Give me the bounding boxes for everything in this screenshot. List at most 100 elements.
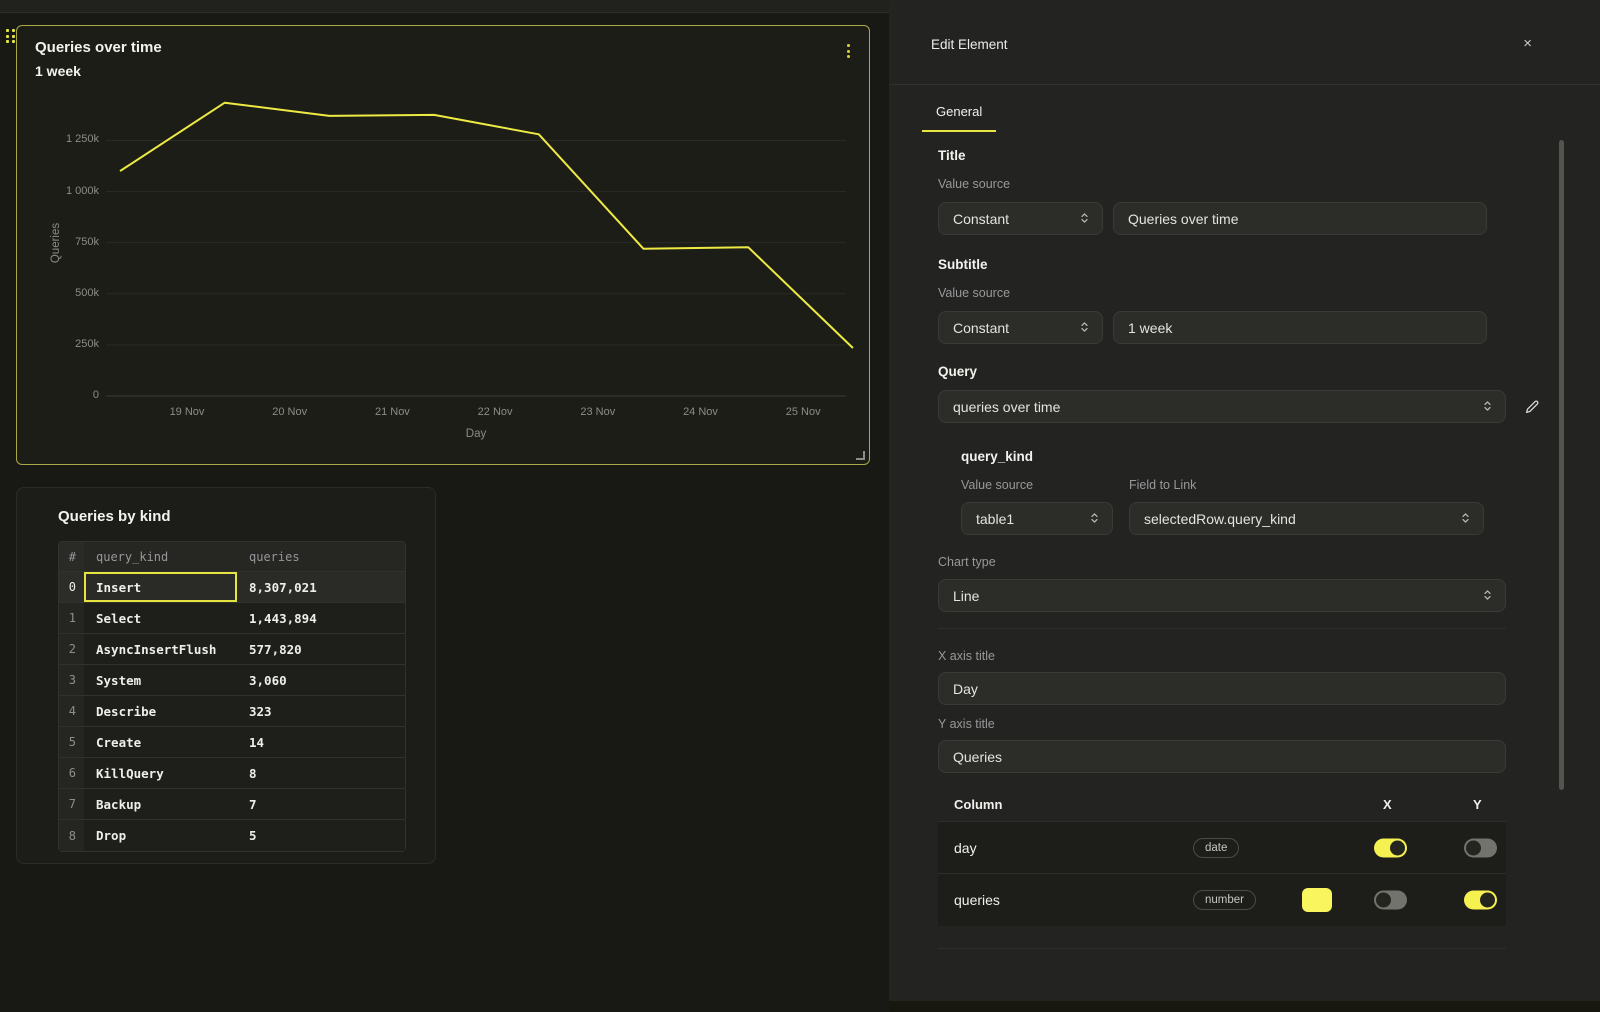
table-row[interactable]: 1 Select 1,443,894 xyxy=(59,603,405,634)
table-row[interactable]: 7 Backup 7 xyxy=(59,789,405,820)
column-name: queries xyxy=(954,892,1000,908)
queries-cell[interactable]: 1,443,894 xyxy=(237,603,405,634)
y-tick-label: 500k xyxy=(75,286,99,299)
query-kind-source-select[interactable]: table1 xyxy=(961,502,1113,535)
row-index-cell[interactable]: 1 xyxy=(59,603,84,634)
y-axis-toggle[interactable] xyxy=(1464,890,1497,910)
title-value-text: Queries over time xyxy=(1128,210,1239,227)
panel-bottom-strip xyxy=(889,1001,1600,1012)
query-section-heading: Query xyxy=(938,364,978,379)
y-axis-toggle[interactable] xyxy=(1464,838,1497,857)
x-axis-toggle[interactable] xyxy=(1374,890,1407,910)
row-index-cell[interactable]: 7 xyxy=(59,789,84,820)
field-to-link-select[interactable]: selectedRow.query_kind xyxy=(1129,502,1484,535)
query-kind-value-source-label: Value source xyxy=(961,478,1034,492)
table-row[interactable]: 5 Create 14 xyxy=(59,727,405,758)
column-type-badge: date xyxy=(1193,837,1240,858)
y-tick-label: 1 250k xyxy=(65,133,99,146)
columns-mapping-table: Column X Y day date queries number xyxy=(938,787,1506,926)
title-source-select[interactable]: Constant xyxy=(938,202,1103,235)
table-row[interactable]: 0 Insert 8,307,021 xyxy=(59,572,405,603)
query-kind-section: query_kind Value source Field to Link ta… xyxy=(961,449,1506,535)
column-mapping-row: day date xyxy=(938,822,1506,874)
query-select-value: queries over time xyxy=(953,398,1061,415)
y-axis-title-input[interactable]: Queries xyxy=(938,740,1506,773)
chart-type-select[interactable]: Line xyxy=(938,579,1506,612)
scrollbar-thumb[interactable] xyxy=(1559,140,1564,790)
query-kind-cell[interactable]: Insert xyxy=(84,572,237,603)
table-row[interactable]: 4 Describe 323 xyxy=(59,696,405,727)
row-index-cell[interactable]: 4 xyxy=(59,696,84,727)
column-mapping-row: queries number xyxy=(938,874,1506,926)
query-kind-cell[interactable]: Create xyxy=(84,727,237,758)
chevrons-up-down-icon xyxy=(1079,211,1090,227)
query-kind-cell[interactable]: AsyncInsertFlush xyxy=(84,634,237,665)
queries-cell[interactable]: 8,307,021 xyxy=(237,572,405,603)
row-index-cell[interactable]: 5 xyxy=(59,727,84,758)
edit-panel-tabs: General xyxy=(889,95,1600,132)
queries-by-kind-panel[interactable]: Queries by kind # query_kind queries 0 Inse… xyxy=(16,487,436,864)
table-row[interactable]: 6 KillQuery 8 xyxy=(59,758,405,789)
x-axis-title-label: X axis title xyxy=(938,649,995,663)
row-index-cell[interactable]: 3 xyxy=(59,665,84,696)
query-kind-cell[interactable]: Backup xyxy=(84,789,237,820)
line-chart xyxy=(106,91,854,397)
queries-cell[interactable]: 5 xyxy=(237,820,405,851)
column-name: day xyxy=(954,839,977,856)
title-value-source-label: Value source xyxy=(938,177,1011,191)
pencil-icon xyxy=(1525,400,1539,413)
canvas-top-strip xyxy=(0,0,889,13)
queries-cell[interactable]: 8 xyxy=(237,758,405,789)
queries-cell[interactable]: 14 xyxy=(237,727,405,758)
row-index-cell[interactable]: 6 xyxy=(59,758,84,789)
panel-menu-button[interactable] xyxy=(844,41,853,61)
chart-type-label: Chart type xyxy=(938,555,996,569)
query-select[interactable]: queries over time xyxy=(938,390,1506,423)
x-tick-label: 23 Nov xyxy=(580,406,616,418)
queries-cell[interactable]: 7 xyxy=(237,789,405,820)
chart-type-value: Line xyxy=(953,587,980,604)
section-divider xyxy=(938,948,1506,949)
queries-cell[interactable]: 3,060 xyxy=(237,665,405,696)
subtitle-source-select[interactable]: Constant xyxy=(938,311,1103,344)
title-value-input[interactable]: Queries over time xyxy=(1113,202,1487,235)
x-axis-title-input[interactable]: Day xyxy=(938,672,1506,705)
y-tick-label: 0 xyxy=(92,389,99,401)
subtitle-value-input[interactable]: 1 week xyxy=(1113,311,1487,344)
y-axis-title-label: Y axis title xyxy=(938,717,995,731)
drag-handle-icon[interactable] xyxy=(6,29,15,43)
edit-panel-title: Edit Element xyxy=(931,37,1008,52)
table-row[interactable]: 2 AsyncInsertFlush 577,820 xyxy=(59,634,405,665)
subtitle-source-value: Constant xyxy=(953,319,1010,336)
query-kind-cell[interactable]: Drop xyxy=(84,820,237,851)
table-row[interactable]: 3 System 3,060 xyxy=(59,665,405,696)
edit-query-button[interactable] xyxy=(1521,396,1543,418)
query-kind-cell[interactable]: Select xyxy=(84,603,237,634)
y-tick-label: 250k xyxy=(75,337,99,350)
series-color-swatch[interactable] xyxy=(1302,888,1332,912)
edit-element-panel: Edit Element × General Title Value sourc… xyxy=(889,0,1600,1012)
row-index-cell[interactable]: 8 xyxy=(59,820,84,851)
query-kind-cell[interactable]: System xyxy=(84,665,237,696)
queries-cell[interactable]: 577,820 xyxy=(237,634,405,665)
chart-element-panel[interactable]: Queries over time 1 week Queries Day 0 25… xyxy=(16,25,870,465)
x-axis-title-value: Day xyxy=(953,680,978,697)
table-row[interactable]: 8 Drop 5 xyxy=(59,820,405,851)
close-icon[interactable]: × xyxy=(1523,35,1532,52)
row-index-cell[interactable]: 0 xyxy=(59,572,84,603)
resize-handle[interactable] xyxy=(856,451,865,460)
query-kind-cell[interactable]: Describe xyxy=(84,696,237,727)
row-index-cell[interactable]: 2 xyxy=(59,634,84,665)
tab-general[interactable]: General xyxy=(922,95,997,132)
queries-cell[interactable]: 323 xyxy=(237,696,405,727)
table-header-row: # query_kind queries xyxy=(59,542,405,572)
queries-by-kind-table: # query_kind queries 0 Insert 8,307,021 1 Sele… xyxy=(58,541,406,852)
y-tick-label: 750k xyxy=(75,235,99,248)
table-column-header: queries xyxy=(237,542,405,572)
chevrons-up-down-icon xyxy=(1079,320,1090,336)
query-kind-cell[interactable]: KillQuery xyxy=(84,758,237,789)
column-header-label: Column xyxy=(954,797,1003,812)
x-axis-toggle[interactable] xyxy=(1374,838,1407,857)
chevrons-up-down-icon xyxy=(1482,588,1493,604)
